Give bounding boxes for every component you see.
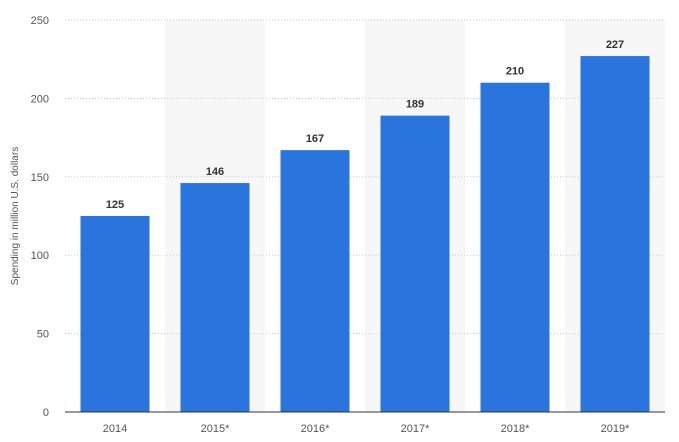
x-tick-label: 2015* bbox=[201, 423, 230, 435]
bar[interactable] bbox=[80, 216, 150, 412]
data-label: 210 bbox=[506, 66, 524, 78]
x-tick-label: 2014 bbox=[103, 423, 127, 435]
bar[interactable] bbox=[280, 150, 350, 413]
gridlines bbox=[65, 19, 665, 335]
data-label: 167 bbox=[306, 133, 324, 145]
data-label: 125 bbox=[106, 199, 124, 211]
y-tick-label: 200 bbox=[31, 93, 49, 105]
bar[interactable] bbox=[380, 115, 450, 412]
x-tick-labels: 2014 2015* 2016* 2017* 2018* 2019* bbox=[103, 423, 630, 435]
data-label: 189 bbox=[406, 99, 424, 111]
bar[interactable] bbox=[480, 82, 550, 412]
y-tick-label: 0 bbox=[43, 407, 49, 419]
data-label: 146 bbox=[206, 166, 224, 178]
data-label: 227 bbox=[606, 39, 624, 51]
y-tick-labels: 0 50 100 150 200 250 bbox=[31, 15, 49, 419]
y-tick-label: 100 bbox=[31, 250, 49, 262]
bar[interactable] bbox=[580, 56, 650, 413]
y-axis-title: Spending in million U.S. dollars bbox=[10, 147, 21, 285]
x-tick-label: 2018* bbox=[501, 423, 530, 435]
data-labels-group: 125 146 167 189 210 227 bbox=[106, 39, 624, 211]
x-tick-label: 2019* bbox=[601, 423, 630, 435]
x-tick-label: 2017* bbox=[401, 423, 430, 435]
y-tick-label: 150 bbox=[31, 172, 49, 184]
y-tick-label: 50 bbox=[37, 329, 49, 341]
bars-group bbox=[80, 56, 650, 413]
y-tick-label: 250 bbox=[31, 15, 49, 27]
x-tick-label: 2016* bbox=[301, 423, 330, 435]
bar[interactable] bbox=[180, 183, 250, 412]
